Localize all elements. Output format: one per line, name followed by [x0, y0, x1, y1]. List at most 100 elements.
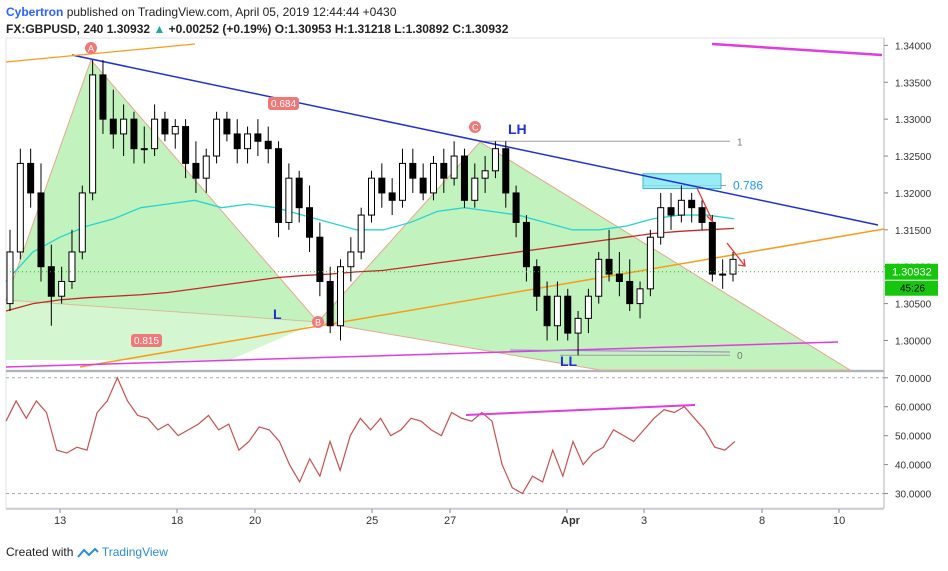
candle-down[interactable] [615, 273, 623, 282]
candle-up[interactable] [337, 266, 345, 327]
publisher-name[interactable]: Cybertron [6, 5, 64, 19]
candle-down[interactable] [564, 295, 572, 334]
resistance-trendline [71, 54, 879, 226]
ll-trendline [509, 349, 731, 353]
candle-down[interactable] [99, 74, 107, 120]
projection-arrow-icon [726, 242, 746, 267]
candle-down[interactable] [306, 207, 314, 238]
candle-down[interactable] [688, 199, 696, 209]
candle-up[interactable] [677, 199, 685, 216]
ema-fast-line [5, 199, 735, 282]
candle-up[interactable] [151, 118, 159, 150]
rsi-pane[interactable] [5, 371, 885, 509]
candle-up[interactable] [58, 280, 66, 297]
candle-down[interactable] [47, 266, 55, 297]
candle-up[interactable] [719, 273, 727, 276]
candle-up[interactable] [347, 251, 355, 268]
candle-down[interactable] [254, 133, 262, 142]
candle-up[interactable] [171, 126, 179, 135]
rsi-tick-label: 50.0000 [895, 432, 932, 443]
candle-up[interactable] [398, 162, 406, 201]
candle-down[interactable] [522, 221, 530, 268]
candle-down[interactable] [264, 140, 272, 150]
candle-down[interactable] [409, 162, 417, 179]
candle-up[interactable] [584, 295, 592, 319]
candle-up[interactable] [120, 118, 128, 135]
candle-down[interactable] [502, 148, 510, 194]
candle-up[interactable] [202, 155, 210, 179]
candle-up[interactable] [285, 177, 293, 223]
candle-up[interactable] [6, 251, 14, 305]
tradingview-logo-icon [76, 547, 99, 558]
candle-down[interactable] [223, 118, 231, 135]
last-price: 1.30932 [106, 22, 151, 36]
candle-down[interactable] [130, 118, 138, 150]
candle-up[interactable] [213, 118, 221, 157]
price-tick-label: 1.32000 [895, 189, 932, 200]
ratio-badge [131, 334, 162, 347]
fib-level-label: 1 [737, 137, 743, 148]
candle-down[interactable] [667, 207, 675, 216]
candle-down[interactable] [316, 236, 324, 282]
candle-down[interactable] [233, 133, 241, 150]
candle-up[interactable] [450, 155, 458, 179]
candle-up[interactable] [16, 162, 24, 253]
candle-up[interactable] [471, 177, 479, 201]
candle-up[interactable] [553, 295, 561, 327]
candle-down[interactable] [378, 177, 386, 194]
candle-up[interactable] [657, 207, 665, 238]
candle-down[interactable] [512, 192, 520, 223]
candle-up[interactable] [481, 170, 489, 179]
candle-up[interactable] [89, 74, 97, 194]
candle-up[interactable] [636, 288, 644, 305]
candle-down[interactable] [419, 177, 427, 194]
candle-down[interactable] [182, 126, 190, 164]
candle-down[interactable] [605, 258, 613, 275]
candle-down[interactable] [109, 118, 117, 135]
candle-down[interactable] [440, 162, 448, 179]
candle-up[interactable] [729, 258, 737, 275]
ratio-badge [268, 97, 299, 110]
candle-up[interactable] [68, 251, 76, 282]
candle-down[interactable] [192, 162, 200, 179]
candle-up[interactable] [646, 236, 654, 290]
candle-down[interactable] [460, 155, 468, 201]
candle-down[interactable] [161, 118, 169, 135]
swing-label: LL [560, 353, 578, 369]
upper-orange-trendline [5, 43, 196, 63]
candle-up[interactable] [429, 162, 437, 194]
change-up-icon: ▲ [153, 22, 166, 36]
candle-down[interactable] [543, 295, 551, 327]
candle-up[interactable] [574, 317, 582, 334]
candle-up[interactable] [357, 214, 365, 253]
projection-arrow-icon [737, 258, 746, 267]
time-tick-label: 25 [366, 515, 378, 527]
candle-down[interactable] [27, 162, 35, 194]
candle-up[interactable] [595, 258, 603, 297]
tradingview-brand[interactable]: TradingView [101, 545, 168, 559]
candle-down[interactable] [295, 177, 303, 209]
candle-down[interactable] [626, 280, 634, 305]
open-value: 1.30953 [288, 22, 332, 36]
price-tick-label: 1.30000 [895, 336, 932, 347]
candle-up[interactable] [244, 133, 252, 150]
low-label: L: [394, 22, 406, 36]
candle-up[interactable] [78, 192, 86, 253]
candle-up[interactable] [491, 148, 499, 172]
time-tick-label: 10 [833, 515, 845, 527]
candle-up[interactable] [368, 177, 375, 216]
candle-down[interactable] [533, 266, 541, 297]
candle-down[interactable] [698, 207, 706, 223]
candle-down[interactable] [388, 192, 396, 201]
countdown-badge [885, 280, 938, 296]
pattern-point-label: B [315, 318, 321, 328]
symbol-name[interactable]: FX:GBPUSD, 240 [6, 22, 104, 36]
candle-down[interactable] [37, 192, 45, 268]
candle-down[interactable] [708, 221, 716, 275]
countdown-label: 45:26 [900, 284, 925, 295]
pattern-point-label: A [88, 44, 94, 54]
candle-down[interactable] [275, 148, 283, 223]
candle-up[interactable] [140, 148, 148, 151]
candle-down[interactable] [326, 280, 334, 327]
